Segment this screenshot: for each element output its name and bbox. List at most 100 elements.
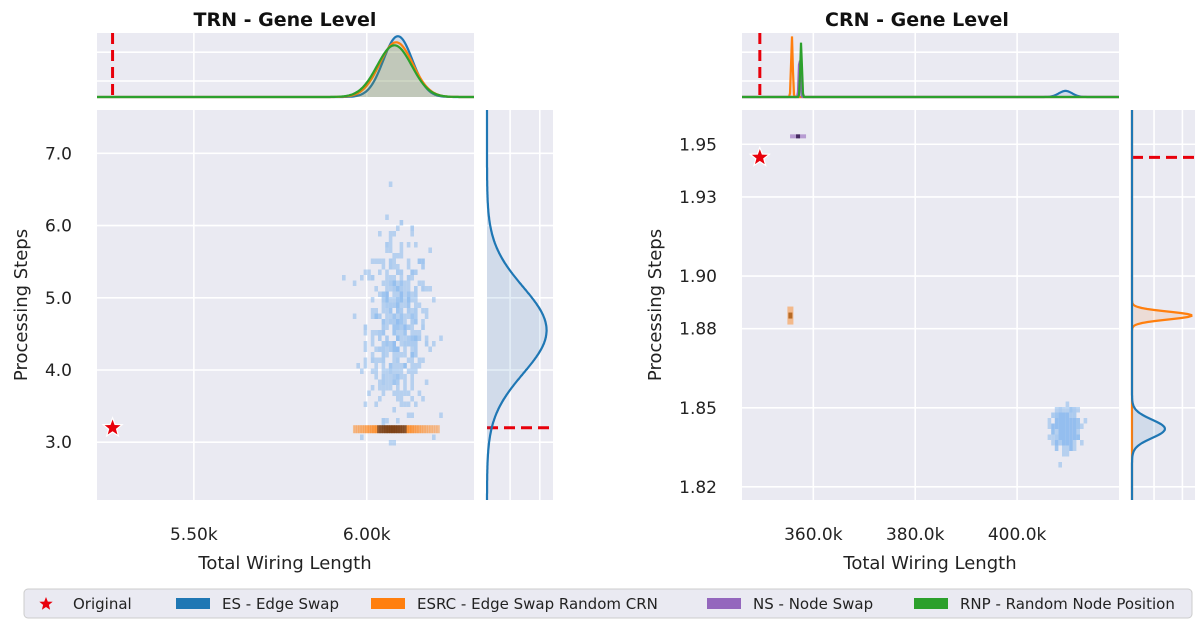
es-hist-bin (406, 324, 411, 330)
legend-item: NS - Node Swap (707, 595, 873, 613)
es-hist-bin (399, 275, 404, 281)
es-hist-bin (370, 357, 375, 363)
esrc-hist-bin (410, 425, 413, 434)
es-hist-bin (363, 341, 368, 347)
es-hist-bin (414, 313, 418, 319)
es-hist-bin (399, 341, 404, 347)
panel-crn: CRN - Gene Level 360.0k 380.0k 400.0k 1.82 1… (645, 9, 1195, 574)
es-hist-bin (414, 330, 418, 336)
es-hist-bin (1062, 407, 1066, 413)
esrc-hist-bin (404, 425, 408, 434)
x-tick-label: 6.00k (343, 525, 391, 545)
es-hist-bin (421, 280, 425, 286)
es-hist-bin (1051, 440, 1055, 446)
es-hist-bin (421, 308, 425, 314)
esrc-hist-bin (370, 425, 373, 434)
es-hist-bin (1054, 418, 1059, 424)
es-hist-bin (392, 275, 396, 281)
es-hist-bin (403, 313, 407, 319)
es-hist-bin (1058, 462, 1062, 468)
es-hist-bin (381, 330, 386, 336)
es-hist-bin (378, 313, 382, 319)
es-hist-bin (381, 280, 386, 286)
esrc-hist-bin (375, 425, 378, 434)
esrc-hist-bin (352, 425, 356, 434)
y-tick-label: 1.90 (679, 267, 717, 287)
es-hist-bin (363, 357, 368, 363)
legend: Original ES - Edge Swap ESRC - Edge Swap R… (23, 588, 1193, 619)
es-hist-bin (388, 363, 393, 369)
esrc-hist-bin (354, 425, 357, 434)
es-hist-bin (1058, 418, 1062, 424)
es-hist-bin (1076, 429, 1080, 435)
es-hist-bin (410, 225, 414, 231)
es-hist-bin (388, 308, 393, 314)
esrc-hist-bin (434, 425, 437, 434)
es-hist-bin (342, 275, 346, 281)
legend-item: ES - Edge Swap (176, 595, 339, 613)
es-hist-bin (381, 297, 386, 303)
es-hist-bin (421, 324, 425, 330)
es-hist-bin (396, 286, 400, 292)
esrc-hist-bin (403, 425, 406, 434)
top-kde-fill (97, 36, 474, 97)
esrc-hist-bin (430, 425, 433, 434)
es-hist-bin (414, 291, 418, 297)
title-crn: CRN - Gene Level (825, 9, 1009, 31)
es-hist-bin (1069, 407, 1073, 413)
legend-item: Original (39, 595, 132, 613)
es-hist-bin (396, 302, 400, 308)
es-hist-bin (363, 269, 368, 275)
es-hist-bin (385, 308, 389, 314)
es-hist-bin (1054, 423, 1059, 429)
es-hist-bin (396, 280, 400, 286)
es-hist-bin (388, 368, 393, 374)
es-hist-bin (1054, 440, 1059, 446)
es-hist-bin (421, 357, 425, 363)
es-hist-bin (367, 390, 371, 396)
y-tick-label: 5.0 (45, 289, 72, 309)
top-kde-curve (97, 44, 474, 99)
es-hist-bin (396, 368, 400, 374)
es-hist-bin (399, 324, 404, 330)
es-hist-bin (360, 368, 364, 374)
esrc-hist-bin (356, 425, 359, 434)
es-hist-bin (1076, 434, 1080, 440)
es-hist-bin (396, 253, 400, 259)
es-hist-bin (410, 357, 414, 363)
es-hist-bin (406, 264, 411, 270)
es-hist-bin (385, 269, 389, 275)
esrc-hist-bin (788, 312, 793, 319)
es-hist-bin (385, 302, 389, 308)
es-hist-bin (414, 368, 418, 374)
es-hist-bin (410, 379, 414, 385)
es-hist-bin (385, 275, 389, 281)
es-hist-bin (406, 390, 411, 396)
es-hist-bin (396, 225, 400, 231)
es-hist-bin (374, 357, 378, 363)
y-tick-label: 1.88 (679, 320, 717, 340)
es-hist-bin (378, 357, 382, 363)
es-hist-bin (1062, 440, 1066, 446)
es-hist-bin (406, 280, 411, 286)
es-hist-bin (417, 363, 422, 369)
es-hist-bin (385, 313, 389, 319)
es-hist-bin (385, 418, 389, 424)
es-hist-bin (399, 330, 404, 336)
trn-x-axis-label: Total Wiring Length (197, 553, 371, 574)
es-hist-bin (399, 253, 404, 259)
es-hist-bin (403, 286, 407, 292)
es-hist-bin (403, 330, 407, 336)
esrc-hist-bin (359, 425, 363, 434)
esrc-hist-bin (385, 425, 389, 434)
es-hist-bin (406, 275, 411, 281)
es-hist-bin (388, 341, 393, 347)
es-hist-bin (417, 335, 422, 341)
es-hist-bin (439, 335, 443, 341)
es-hist-bin (1054, 407, 1059, 413)
right-kde-fill (487, 110, 547, 500)
es-hist-bin (374, 330, 378, 336)
esrc-hist-bin (422, 425, 425, 434)
es-hist-bin (410, 368, 414, 374)
